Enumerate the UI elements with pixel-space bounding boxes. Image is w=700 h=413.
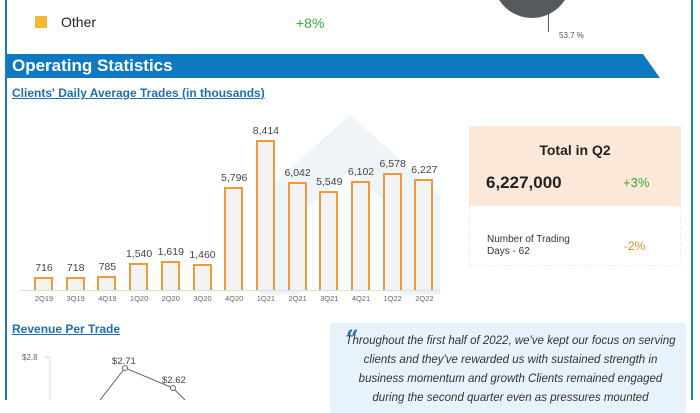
bar — [382, 172, 402, 290]
bar — [351, 181, 370, 290]
bar — [34, 277, 53, 290]
total-title: Total in Q2 — [539, 142, 611, 158]
x-axis-label: 4Q20 — [225, 294, 244, 303]
section-title: Operating Statistics — [12, 56, 173, 75]
bar — [129, 262, 149, 290]
bar-value-label: 6,102 — [347, 166, 375, 179]
bar — [287, 182, 307, 290]
bar-column: 1,540 — [126, 245, 152, 290]
bar-value-label: 5,796 — [221, 171, 248, 184]
revenue-line-chart: $2.8 $2.71 $2.62 — [22, 353, 186, 400]
quote-box — [330, 323, 686, 413]
x-axis-label: 2Q21 — [288, 294, 307, 303]
bar-value-label: 785 — [98, 261, 117, 274]
x-axis-label: 3Q21 — [320, 294, 339, 303]
bar-column: 5,549 — [316, 173, 342, 290]
bar-column: 785 — [97, 258, 117, 290]
chart-baseline — [20, 290, 440, 291]
bar-value-label: 5,549 — [316, 176, 343, 189]
bar — [255, 140, 275, 290]
x-axis-label: 2Q20 — [161, 294, 180, 303]
legend-swatch — [35, 16, 47, 28]
trading-days-change: -2% — [624, 239, 646, 253]
trading-days-label: Number of Trading Days - 62 — [487, 234, 570, 257]
y-tick: $2.8 — [22, 353, 38, 362]
bar — [192, 263, 212, 290]
bar-value-label: 6,042 — [284, 167, 311, 180]
bar-value-label: 6,578 — [379, 157, 406, 170]
bar-value-label: 1,540 — [125, 247, 153, 260]
bar-value-label: 1,460 — [189, 248, 216, 261]
trading-days-card: Number of Trading Days - 62 -2% — [469, 206, 681, 266]
x-axis-label: 3Q20 — [193, 294, 212, 303]
bar-column: 6,227 — [411, 161, 438, 290]
x-axis-label: 2Q19 — [34, 294, 54, 303]
point-label: $2.71 — [112, 356, 136, 367]
legend-change: +8% — [296, 15, 325, 31]
total-value: 6,227,000 — [486, 173, 562, 192]
legend-label: Other — [61, 14, 97, 30]
bar — [97, 276, 117, 290]
total-change: +3% — [623, 175, 650, 190]
x-axis-label: 1Q22 — [383, 294, 402, 303]
bar-column: 716 — [34, 259, 53, 290]
total-card: Total in Q2 6,227,000 +3% — [469, 126, 681, 206]
x-axis-label: 4Q19 — [98, 294, 117, 303]
quote-mark-icon: “ — [346, 326, 359, 352]
revenue-chart-title: Revenue Per Trade — [12, 322, 121, 336]
bar — [65, 277, 85, 290]
bar-value-label: 1,619 — [157, 246, 184, 259]
page-frame — [5, 0, 693, 400]
legend-item-other: Other — [35, 14, 96, 30]
bar — [224, 186, 244, 290]
pie-leader-line — [548, 10, 550, 32]
bar-column: 5,796 — [221, 169, 247, 290]
bar-value-label: 716 — [35, 262, 53, 275]
x-axis-label: 1Q21 — [256, 294, 276, 303]
x-axis-label: 1Q20 — [129, 294, 149, 303]
bar-column: 718 — [65, 259, 85, 290]
trades-bar-chart: 716 718 785 1,540 1,619 1,460 5,796 8,414 6,042 5… — [28, 110, 440, 290]
bar-column: 8,414 — [253, 122, 279, 290]
bar-column: 6,102 — [348, 163, 374, 290]
bar-column: 6,042 — [284, 164, 311, 290]
trades-chart-title: Clients' Daily Average Trades (in thousa… — [12, 86, 265, 100]
bar — [160, 261, 180, 290]
quote-text: Throughout the first half of 2022, we've… — [345, 335, 676, 404]
bar-column: 6,578 — [380, 155, 406, 290]
bar-column: 1,460 — [189, 246, 216, 290]
pie-slice-label: 53.7 % — [559, 31, 584, 40]
bar — [414, 179, 434, 290]
bar-value-label: 8,414 — [252, 125, 280, 137]
watermark-logo-icon — [260, 115, 440, 295]
bar-value-label: 718 — [66, 262, 85, 275]
section-header-bar — [7, 54, 660, 78]
bar-value-label: 6,227 — [411, 164, 438, 176]
bar — [319, 191, 339, 290]
x-axis-label: 2Q22 — [415, 294, 434, 303]
bar-column: 1,619 — [158, 243, 184, 290]
x-axis-label: 3Q19 — [66, 294, 85, 303]
x-axis-label: 4Q21 — [351, 294, 371, 303]
point-label: $2.62 — [162, 375, 186, 386]
